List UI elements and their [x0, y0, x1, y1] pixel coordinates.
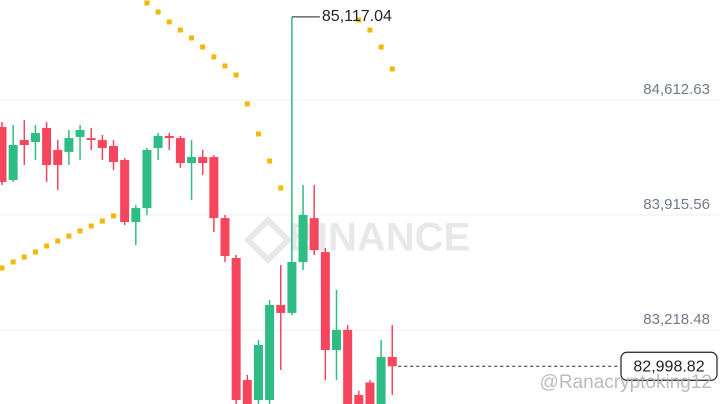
last-price-label: 82,998.82 — [633, 358, 704, 375]
sar-dot — [155, 9, 161, 15]
candle-body — [231, 258, 241, 401]
candle-body — [175, 138, 185, 163]
candle-body — [309, 218, 319, 251]
candle-body — [53, 149, 63, 165]
sar-dot — [0, 265, 5, 271]
candle-body — [209, 157, 219, 219]
sar-dot — [55, 238, 61, 244]
candle-body — [298, 214, 308, 262]
candle-body — [64, 138, 74, 152]
sar-dot — [378, 44, 384, 50]
candle-body — [97, 140, 107, 148]
candle-body — [376, 356, 386, 404]
candle-body — [253, 344, 263, 401]
candle-body — [30, 132, 40, 143]
candle-body — [42, 128, 52, 165]
candle-body — [120, 160, 130, 223]
candle-body — [109, 145, 118, 162]
candle-body — [86, 138, 96, 141]
sar-dot — [144, 0, 150, 6]
high-marker-label: 85,117.04 — [322, 8, 392, 25]
sar-dot — [255, 131, 261, 137]
candle-body — [19, 140, 29, 146]
sar-dot — [21, 254, 27, 260]
candle-body — [164, 135, 174, 139]
candle-body — [343, 329, 353, 404]
sar-dot — [88, 223, 94, 229]
candle-body — [142, 149, 152, 209]
y-tick-label: 83,218.48 — [643, 311, 710, 328]
candle-body — [198, 157, 208, 163]
candle-body — [365, 382, 375, 404]
sar-dot — [189, 35, 195, 41]
candle-body — [8, 145, 18, 180]
candle-body — [287, 261, 297, 313]
candle-body — [332, 329, 341, 351]
last-price-box — [620, 351, 718, 381]
sar-dot — [111, 213, 116, 219]
sar-dot — [99, 218, 105, 224]
sar-dot — [66, 233, 72, 239]
watermark: BINANCE — [243, 216, 470, 265]
candle-body — [320, 252, 330, 351]
sar-dot — [267, 158, 273, 164]
sar-dot — [166, 19, 172, 25]
y-tick-label: 83,915.56 — [643, 196, 710, 213]
credit: @Ranacryptoking12 — [540, 372, 712, 393]
sar-dot — [77, 228, 83, 234]
sar-dot — [389, 66, 395, 72]
candle-body — [387, 356, 397, 367]
sar-dot — [356, 17, 362, 23]
sar-dot — [10, 259, 16, 265]
candle-body — [276, 305, 286, 313]
candle-body — [75, 129, 85, 137]
candle-body — [153, 135, 163, 148]
sar-dot — [244, 101, 250, 107]
sar-dot — [177, 27, 183, 33]
candle-body — [354, 394, 364, 404]
sar-dot — [200, 44, 206, 50]
candle-body — [242, 380, 252, 404]
sar-dot — [211, 54, 217, 60]
sar-dot — [367, 27, 373, 33]
sar-dot — [222, 63, 228, 69]
sar-dot — [278, 185, 284, 191]
candle-body — [131, 208, 141, 223]
candle-body — [265, 305, 275, 401]
candle-body — [220, 218, 230, 257]
sar-dot — [233, 72, 239, 78]
sar-dot — [44, 243, 50, 249]
candle-body — [187, 157, 197, 163]
sar-dot — [32, 249, 38, 255]
y-tick-label: 84,612.63 — [643, 81, 710, 98]
candle-body — [0, 127, 7, 182]
